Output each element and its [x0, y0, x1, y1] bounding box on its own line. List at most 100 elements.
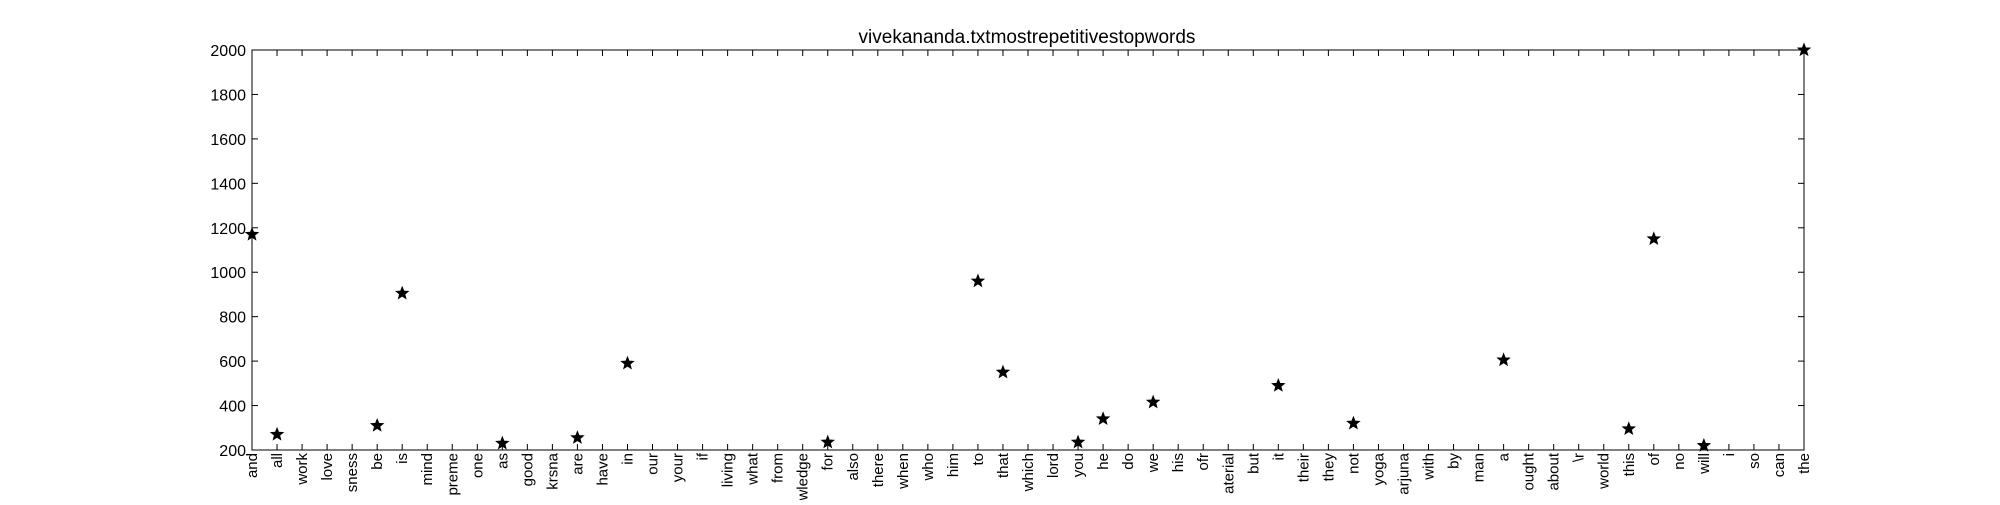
x-tick-label: i — [1721, 453, 1738, 456]
data-point-are — [570, 430, 585, 444]
data-point-in — [620, 355, 635, 370]
data-point-it — [1271, 377, 1286, 392]
x-tick-label: love — [319, 453, 336, 481]
x-tick-label: have — [594, 453, 611, 486]
data-point-to — [970, 273, 986, 288]
x-tick-label: in — [619, 453, 636, 465]
data-point-is — [394, 285, 410, 300]
x-axis: and all work love sness be is mind preme one as goo… — [244, 50, 1813, 502]
chart-title: vivekananda.txtmostrepetitivestopwords — [859, 27, 1196, 48]
x-tick-label: one — [469, 453, 486, 478]
x-tick-label: man — [1471, 453, 1488, 482]
data-point-for — [820, 434, 835, 449]
x-tick-label: to — [970, 453, 987, 466]
plot-area — [251, 49, 1805, 451]
x-tick-label: our — [645, 453, 662, 475]
x-tick-label: also — [845, 453, 862, 481]
x-tick-label: from — [770, 453, 787, 483]
x-tick-label: all — [269, 453, 286, 468]
x-tick-label: this — [1621, 453, 1638, 476]
x-tick-label: living — [720, 453, 737, 487]
x-tick-label: about — [1546, 452, 1563, 490]
x-tick-label: him — [945, 453, 962, 477]
x-tick-label: no — [1671, 453, 1688, 470]
x-tick-label: ought — [1521, 452, 1538, 490]
x-tick-label: but — [1245, 452, 1262, 474]
x-tick-label: you — [1070, 453, 1087, 477]
y-tick-label: 600 — [219, 354, 246, 371]
y-tick-label: 2000 — [210, 43, 246, 60]
x-tick-label: there — [870, 453, 887, 487]
y-tick-label: 400 — [219, 399, 246, 416]
data-point-this — [1621, 421, 1637, 436]
x-tick-label: aterial — [1220, 453, 1237, 494]
x-tick-label: as — [494, 453, 511, 469]
x-tick-label: if — [695, 452, 712, 460]
x-tick-label: who — [920, 453, 937, 482]
x-tick-label: sness — [344, 453, 361, 492]
data-point-will — [1696, 437, 1712, 452]
y-tick-label: 200 — [219, 443, 246, 460]
x-tick-label: what — [745, 452, 762, 486]
x-tick-label: of — [1646, 452, 1663, 465]
x-tick-label: world — [1596, 453, 1613, 490]
y-tick-label: 1400 — [210, 176, 246, 193]
x-tick-label: we — [1145, 453, 1162, 473]
x-tick-label: ofr — [1195, 453, 1212, 471]
x-tick-label: preme — [444, 453, 461, 496]
x-tick-label: with — [1421, 453, 1438, 481]
data-point-the — [1796, 42, 1812, 57]
x-tick-label: is — [394, 453, 411, 464]
data-point-all — [269, 426, 285, 441]
x-tick-label: arjuna — [1395, 452, 1412, 494]
x-tick-label: krsna — [544, 452, 561, 489]
x-tick-label: their — [1295, 453, 1312, 482]
data-points — [244, 42, 1812, 452]
x-tick-label: a — [1496, 452, 1513, 461]
data-point-he — [1095, 411, 1111, 426]
x-tick-label: work — [294, 453, 311, 486]
data-point-we — [1145, 394, 1161, 409]
x-tick-label: will — [1696, 453, 1713, 475]
x-tick-label: lord — [1045, 453, 1062, 478]
data-point-and — [244, 226, 260, 241]
y-tick-label: 1000 — [210, 265, 246, 282]
x-tick-label: good — [519, 453, 536, 486]
x-tick-label: wledge — [795, 453, 812, 500]
data-point-as — [495, 435, 510, 450]
x-tick-label: when — [895, 453, 912, 490]
x-tick-label: not — [1345, 452, 1362, 474]
data-point-of — [1646, 231, 1662, 246]
y-tick-label: 1800 — [210, 87, 246, 104]
x-tick-label: they — [1320, 453, 1337, 482]
x-tick-label: for — [820, 453, 837, 471]
data-point-be — [369, 417, 385, 432]
y-tick-label: 800 — [219, 310, 246, 327]
x-tick-label: are — [569, 453, 586, 475]
data-point-you — [1070, 434, 1086, 449]
data-point-that — [995, 364, 1011, 379]
y-axis: 200 400 600 800 1000 1200 1400 1600 1800 2000 — [210, 43, 1804, 460]
x-tick-label: the — [1796, 453, 1813, 474]
y-tick-label: 1200 — [210, 221, 246, 238]
x-tick-label: can — [1771, 453, 1788, 477]
x-tick-label: it — [1270, 452, 1287, 460]
x-tick-label: do — [1120, 453, 1137, 470]
x-tick-label: he — [1095, 453, 1112, 470]
x-tick-label: that — [995, 452, 1012, 478]
x-tick-label: be — [369, 453, 386, 470]
x-tick-label: your — [670, 453, 687, 482]
data-point-not — [1346, 415, 1361, 430]
y-tick-label: 1600 — [210, 132, 246, 149]
x-tick-label: his — [1170, 453, 1187, 472]
x-tick-label: which — [1020, 453, 1037, 492]
x-tick-label: mind — [419, 453, 436, 486]
x-tick-label: yoga — [1370, 452, 1387, 485]
data-point-a — [1496, 352, 1511, 367]
x-tick-label: and — [244, 453, 261, 478]
x-tick-label: \r — [1571, 453, 1588, 462]
x-tick-label: by — [1446, 453, 1463, 469]
x-tick-label: so — [1746, 453, 1763, 469]
